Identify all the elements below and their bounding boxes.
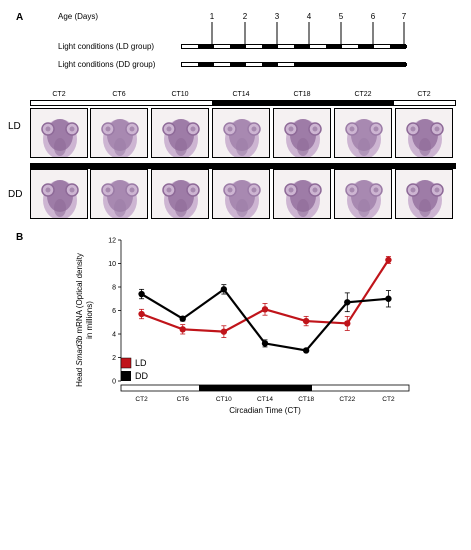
- legend-dd-label: DD: [135, 371, 148, 381]
- y-axis-label: Head Smad3b mRNA (Optical density: [75, 253, 84, 387]
- x-tick-label: CT18: [298, 396, 314, 403]
- column-label: CT2: [417, 91, 431, 98]
- ld-embryo-image: [90, 108, 148, 158]
- y-tick-label: 12: [108, 238, 116, 245]
- x-tick-label: CT6: [177, 396, 190, 403]
- ld-embryo-image: [273, 108, 331, 158]
- data-point-ld: [138, 310, 145, 318]
- x-tick-label: CT14: [257, 396, 273, 403]
- legend-dd-swatch: [121, 371, 131, 381]
- y-tick-label: 8: [112, 285, 116, 292]
- x-tick-label: CT10: [216, 396, 232, 403]
- y-axis-label-line2: in millions): [85, 301, 94, 339]
- ld-embryo-image: [212, 108, 270, 158]
- ld-bar-label: Light conditions (LD group): [58, 42, 155, 51]
- ld-photo-light-strip: [30, 100, 456, 106]
- data-point-dd: [302, 347, 310, 354]
- legend-ld-swatch: [120, 357, 132, 369]
- panel-a-letter: A: [16, 12, 24, 23]
- data-point-ld: [261, 306, 269, 313]
- y-tick-label: 4: [112, 332, 116, 339]
- data-point-dd: [220, 286, 228, 293]
- data-point-ld: [344, 320, 351, 327]
- day-tick-marks: [211, 22, 405, 44]
- day-label: 3: [274, 12, 280, 21]
- day-label: 1: [209, 12, 215, 21]
- dd-embryo-image: [212, 169, 270, 219]
- dd-embryo-image: [334, 169, 392, 219]
- dd-light-bar: [181, 62, 407, 67]
- dd-embryo-image: [151, 169, 209, 219]
- data-point-ld: [220, 328, 228, 335]
- ld-light-bar: [181, 44, 407, 49]
- column-label: CT18: [293, 91, 311, 98]
- dd-bar-label: Light conditions (DD group): [58, 60, 156, 69]
- y-tick-label: 2: [112, 355, 116, 362]
- x-axis-label: Circadian Time (CT): [229, 406, 301, 415]
- data-point-ld: [179, 326, 186, 333]
- data-point-dd: [344, 299, 351, 306]
- dd-embryo-image: [395, 169, 453, 219]
- column-label: CT2: [52, 91, 66, 98]
- day-label: 7: [401, 12, 407, 21]
- column-label: CT14: [232, 91, 250, 98]
- ld-embryo-image: [30, 108, 88, 158]
- dd-embryo-image: [30, 169, 88, 219]
- row-label-dd: DD: [8, 189, 23, 200]
- column-label: CT22: [354, 91, 372, 98]
- y-tick-label: 10: [108, 261, 116, 268]
- series-line-ld: [141, 259, 390, 333]
- chart-dark-segment: [199, 385, 312, 391]
- day-label: 5: [338, 12, 344, 21]
- ld-embryo-image: [395, 108, 453, 158]
- day-label: 6: [370, 12, 376, 21]
- row-label-ld: LD: [8, 121, 21, 132]
- y-tick-label: 0: [112, 379, 116, 386]
- ld-embryo-image: [151, 108, 209, 158]
- data-point-dd: [261, 340, 269, 347]
- x-tick-label: CT2: [382, 396, 395, 403]
- day-label: 4: [306, 12, 312, 21]
- x-tick-label: CT2: [135, 396, 148, 403]
- panel-b-letter: B: [16, 232, 24, 243]
- age-label: Age (Days): [58, 12, 99, 21]
- data-point-ld: [385, 256, 392, 264]
- column-label: CT10: [171, 91, 189, 98]
- dd-embryo-image: [273, 169, 331, 219]
- column-label: CT6: [112, 91, 126, 98]
- legend-ld-label: LD: [135, 358, 147, 368]
- data-point-ld: [302, 317, 310, 325]
- x-tick-label: CT22: [339, 396, 355, 403]
- dd-photo-light-strip: [30, 163, 456, 169]
- data-point-dd: [138, 290, 145, 298]
- ld-embryo-image: [334, 108, 392, 158]
- data-point-dd: [385, 295, 392, 302]
- y-tick-label: 6: [112, 308, 116, 315]
- data-point-dd: [179, 315, 186, 322]
- dd-embryo-image: [90, 169, 148, 219]
- day-label: 2: [242, 12, 248, 21]
